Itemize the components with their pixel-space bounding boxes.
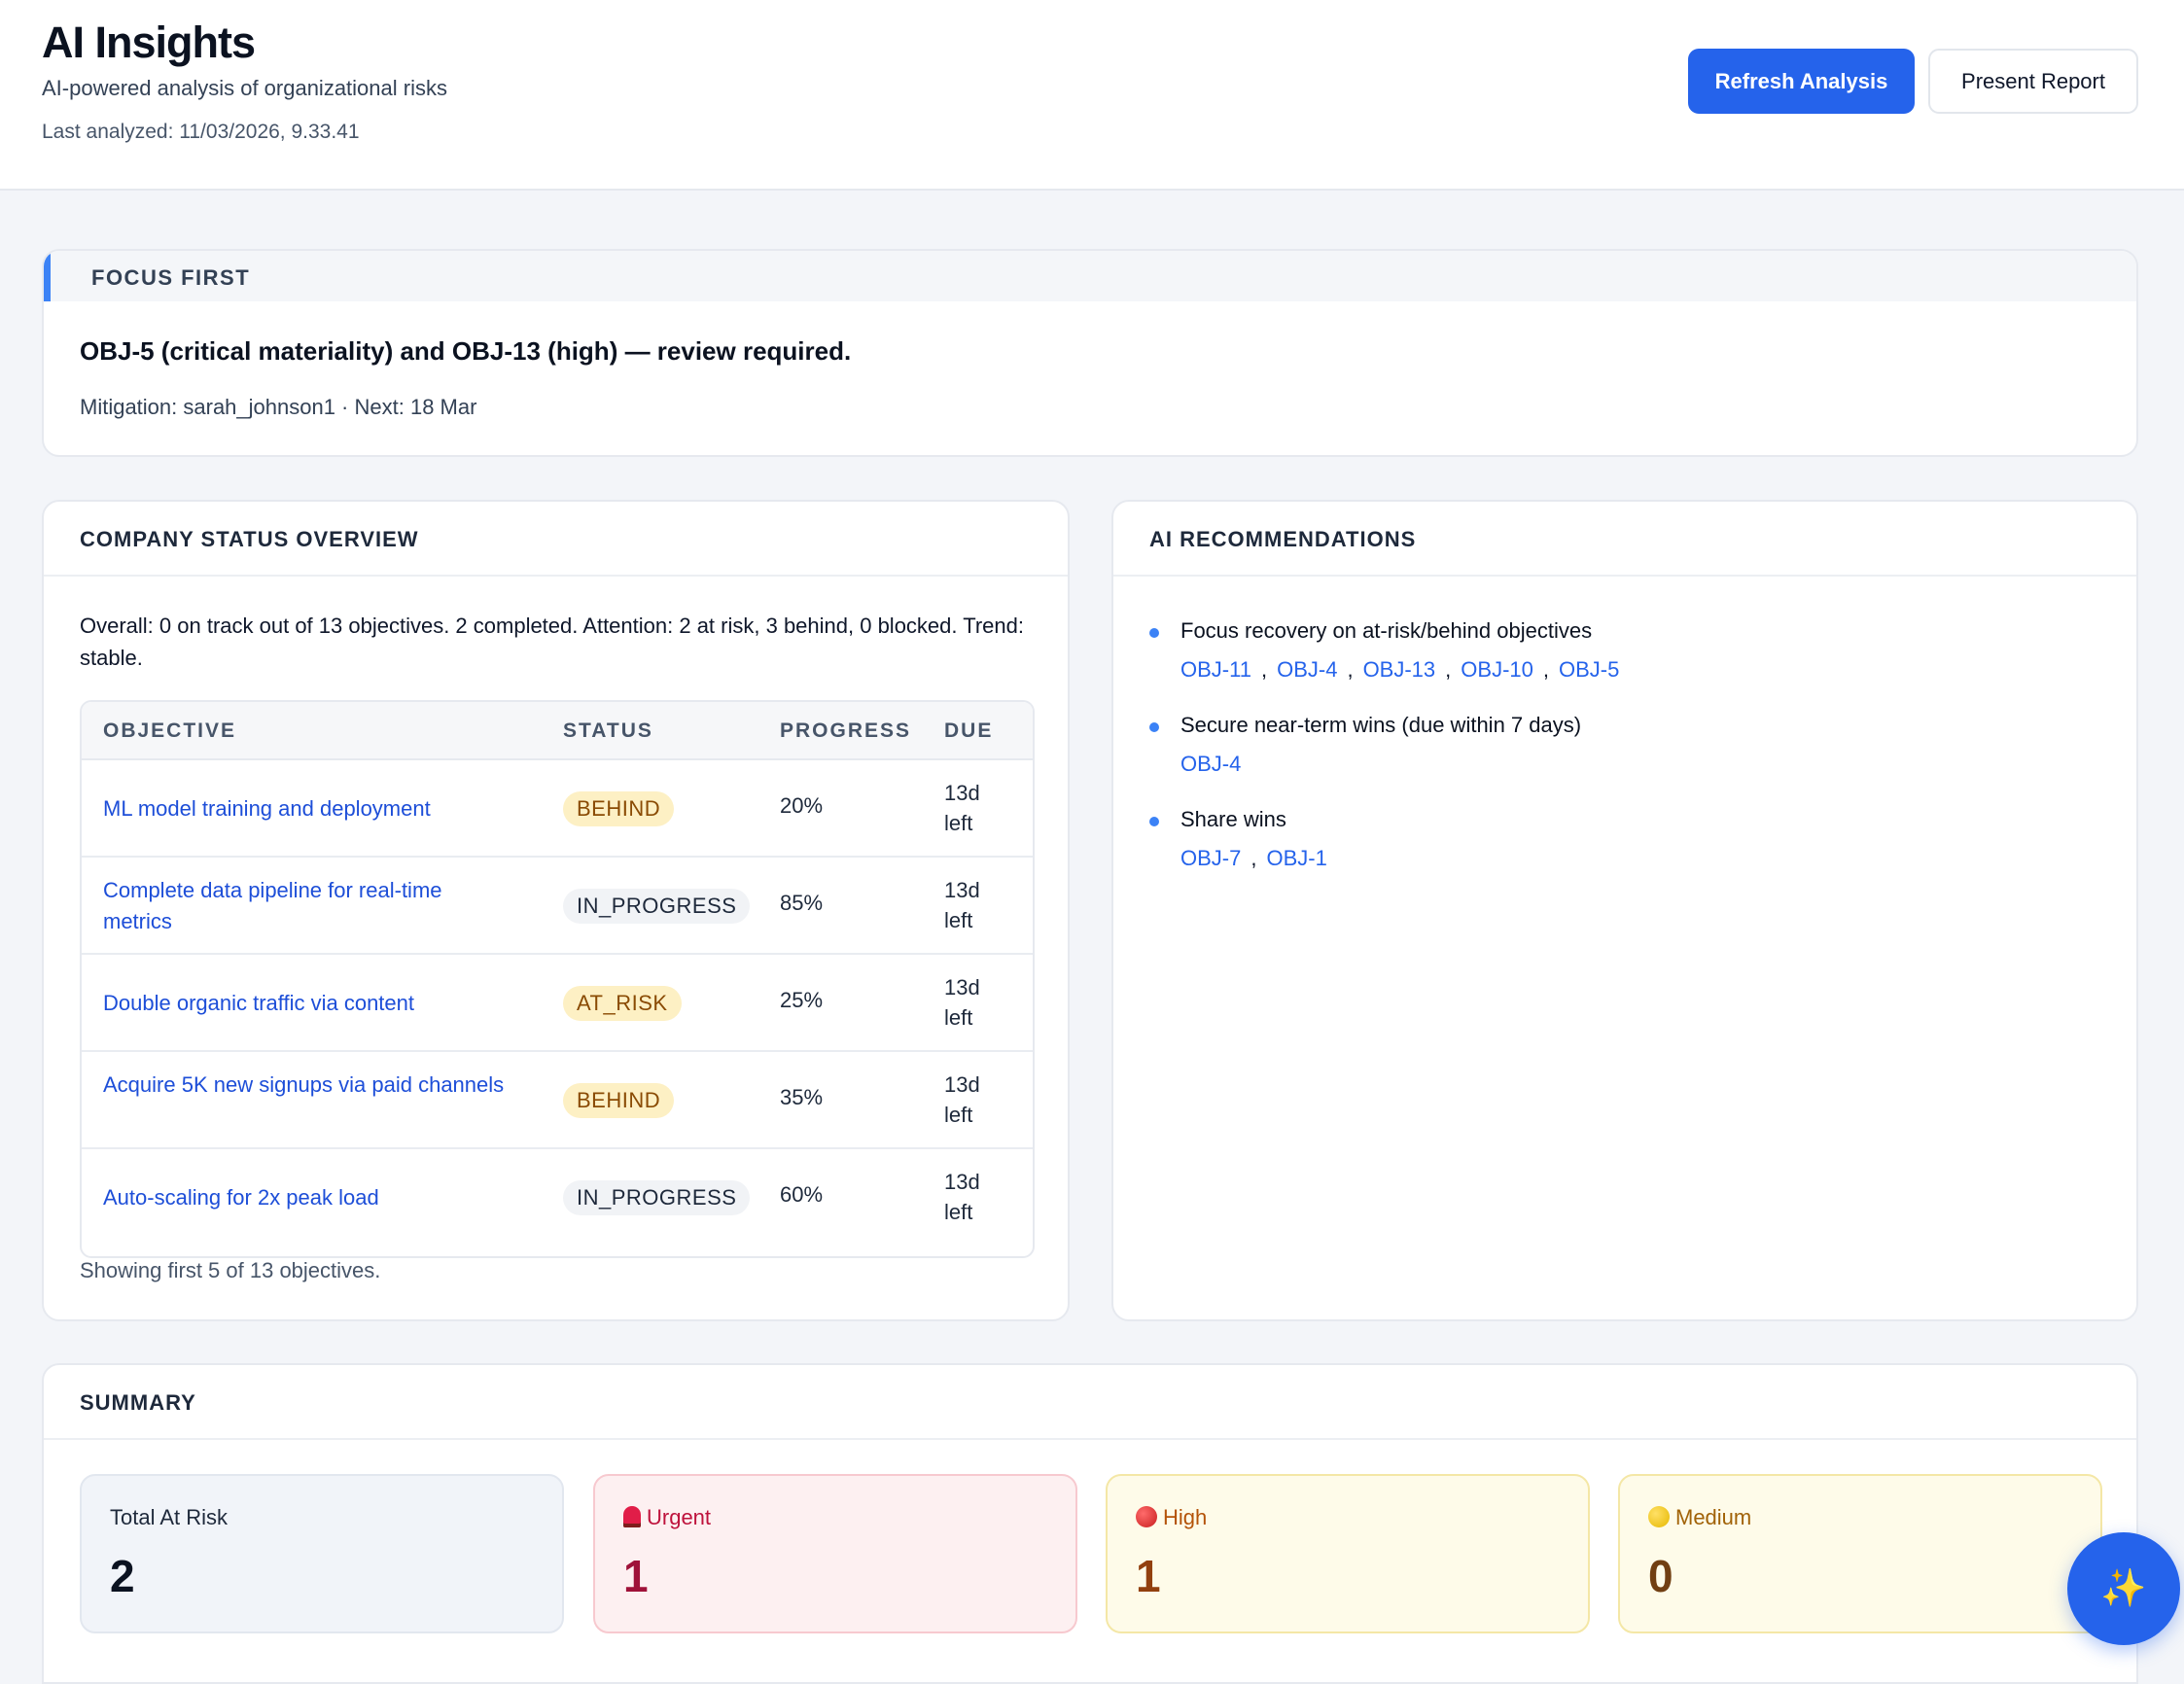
table-row: Acquire 5K new signups via paid channels… xyxy=(82,1052,1033,1149)
present-report-button[interactable]: Present Report xyxy=(1928,49,2138,114)
column-header-status: STATUS xyxy=(563,719,653,742)
stat-urgent: Urgent 1 xyxy=(593,1474,1077,1633)
link-separator: , xyxy=(1445,657,1452,682)
link-separator: , xyxy=(1251,846,1257,870)
page-header: AI Insights AI-powered analysis of organ… xyxy=(0,0,2184,191)
table-row: Double organic traffic via content AT_RI… xyxy=(82,955,1033,1052)
objective-link[interactable]: OBJ-10 xyxy=(1461,657,1533,682)
due-value: 13d left xyxy=(944,1170,980,1224)
objective-link[interactable]: OBJ-11 xyxy=(1180,657,1251,682)
objective-link[interactable]: OBJ-4 xyxy=(1180,752,1242,776)
stat-label: Total At Risk xyxy=(110,1505,229,1529)
ai-recommendations-card: AI RECOMMENDATIONS Focus recovery on at-… xyxy=(1111,500,2138,1321)
link-separator: , xyxy=(1260,657,1268,682)
column-header-objective: OBJECTIVE xyxy=(103,719,237,742)
stat-medium: Medium 0 xyxy=(1618,1474,2102,1633)
progress-value: 35% xyxy=(780,1085,824,1109)
stat-high: High 1 xyxy=(1106,1474,1590,1633)
due-value: 13d left xyxy=(944,781,980,835)
status-overview-heading: COMPANY STATUS OVERVIEW xyxy=(80,527,419,551)
focus-first-header: FOCUS FIRST xyxy=(44,251,2136,301)
stat-total-at-risk: Total At Risk 2 xyxy=(80,1474,564,1633)
table-header: OBJECTIVE STATUS PROGRESS DUE xyxy=(82,702,1033,760)
recommendation-links: OBJ-4 xyxy=(1180,752,1241,777)
progress-value: 20% xyxy=(780,793,824,818)
status-overview-summary: Overall: 0 on track out of 13 objectives… xyxy=(80,614,1024,670)
card-header: AI RECOMMENDATIONS xyxy=(1113,502,2136,577)
recommendation-title: Share wins xyxy=(1180,807,1286,831)
progress-value: 60% xyxy=(780,1182,824,1207)
summary-card: SUMMARY Total At Risk 2 Urgent 1 High 1 … xyxy=(42,1363,2138,1684)
link-separator: , xyxy=(1347,657,1354,682)
status-badge: BEHIND xyxy=(563,1083,675,1118)
table-row: Auto-scaling for 2x peak load IN_PROGRES… xyxy=(82,1149,1033,1246)
summary-heading: SUMMARY xyxy=(80,1390,196,1415)
objective-link[interactable]: Acquire 5K new signups via paid channels xyxy=(103,1072,505,1097)
last-analyzed-timestamp: Last analyzed: 11/03/2026, 9.33.41 xyxy=(42,121,360,143)
stat-label-row: Urgent xyxy=(623,1505,711,1530)
siren-icon xyxy=(623,1506,641,1527)
sparkles-icon: ✨ xyxy=(2100,1568,2147,1609)
due-value: 13d left xyxy=(944,1072,980,1127)
red-circle-icon xyxy=(1136,1506,1157,1527)
page-title: AI Insights xyxy=(42,18,256,67)
objective-link[interactable]: Double organic traffic via content xyxy=(103,991,414,1015)
focus-first-message: OBJ-5 (critical materiality) and OBJ-13 … xyxy=(80,336,852,366)
stat-value: 0 xyxy=(1648,1551,1673,1601)
bullet-icon xyxy=(1149,722,1159,732)
status-badge: BEHIND xyxy=(563,791,675,826)
progress-value: 25% xyxy=(780,988,824,1012)
table-row: ML model training and deployment BEHIND … xyxy=(82,760,1033,858)
column-header-progress: PROGRESS xyxy=(780,719,912,742)
recommendation-links: OBJ-11, OBJ-4, OBJ-13, OBJ-10, OBJ-5 xyxy=(1180,657,1619,683)
stat-label: Urgent xyxy=(647,1505,712,1529)
card-header: SUMMARY xyxy=(44,1365,2136,1440)
objective-link[interactable]: OBJ-4 xyxy=(1277,657,1338,682)
link-separator: , xyxy=(1542,657,1549,682)
status-badge: IN_PROGRESS xyxy=(563,889,751,924)
recommendation-links: OBJ-7, OBJ-1 xyxy=(1180,846,1327,871)
objective-link[interactable]: ML model training and deployment xyxy=(103,796,431,821)
stat-label-row: High xyxy=(1136,1505,1207,1530)
bullet-icon xyxy=(1149,628,1159,638)
stat-label-row: Medium xyxy=(1648,1505,1751,1530)
table-row: Complete data pipeline for real-time met… xyxy=(82,858,1033,955)
objective-link[interactable]: Complete data pipeline for real-time met… xyxy=(103,878,442,933)
stat-value: 2 xyxy=(110,1551,135,1601)
bullet-icon xyxy=(1149,817,1159,826)
objective-link[interactable]: OBJ-5 xyxy=(1559,657,1620,682)
stat-label: Medium xyxy=(1675,1505,1752,1529)
objective-link[interactable]: OBJ-13 xyxy=(1362,657,1436,682)
due-value: 13d left xyxy=(944,975,980,1030)
recommendations-heading: AI RECOMMENDATIONS xyxy=(1149,527,1417,551)
refresh-analysis-button[interactable]: Refresh Analysis xyxy=(1688,49,1915,114)
page-subtitle: AI-powered analysis of organizational ri… xyxy=(42,76,447,100)
status-badge: IN_PROGRESS xyxy=(563,1180,751,1215)
stat-value: 1 xyxy=(1136,1551,1161,1601)
progress-value: 85% xyxy=(780,891,824,915)
focus-first-mitigation: Mitigation: sarah_johnson1 · Next: 18 Ma… xyxy=(80,395,477,419)
objective-link[interactable]: OBJ-1 xyxy=(1266,846,1327,870)
focus-first-heading: FOCUS FIRST xyxy=(91,265,251,290)
stat-label: High xyxy=(1163,1505,1208,1529)
objectives-table: OBJECTIVE STATUS PROGRESS DUE ML model t… xyxy=(80,700,1035,1258)
card-header: COMPANY STATUS OVERVIEW xyxy=(44,502,1068,577)
column-header-due: DUE xyxy=(944,719,994,742)
objective-link[interactable]: Auto-scaling for 2x peak load xyxy=(103,1185,379,1210)
yellow-circle-icon xyxy=(1648,1506,1670,1527)
status-badge: AT_RISK xyxy=(563,986,682,1021)
company-status-overview-card: COMPANY STATUS OVERVIEW Overall: 0 on tr… xyxy=(42,500,1070,1321)
focus-first-card: FOCUS FIRST OBJ-5 (critical materiality)… xyxy=(42,249,2138,457)
objective-link[interactable]: OBJ-7 xyxy=(1180,846,1242,870)
ai-assistant-fab[interactable]: ✨ xyxy=(2067,1532,2180,1645)
table-footer-note: Showing first 5 of 13 objectives. xyxy=(80,1258,381,1282)
recommendation-title: Secure near-term wins (due within 7 days… xyxy=(1180,713,1582,737)
stat-value: 1 xyxy=(623,1551,649,1601)
recommendation-title: Focus recovery on at-risk/behind objecti… xyxy=(1180,618,1593,643)
due-value: 13d left xyxy=(944,878,980,932)
